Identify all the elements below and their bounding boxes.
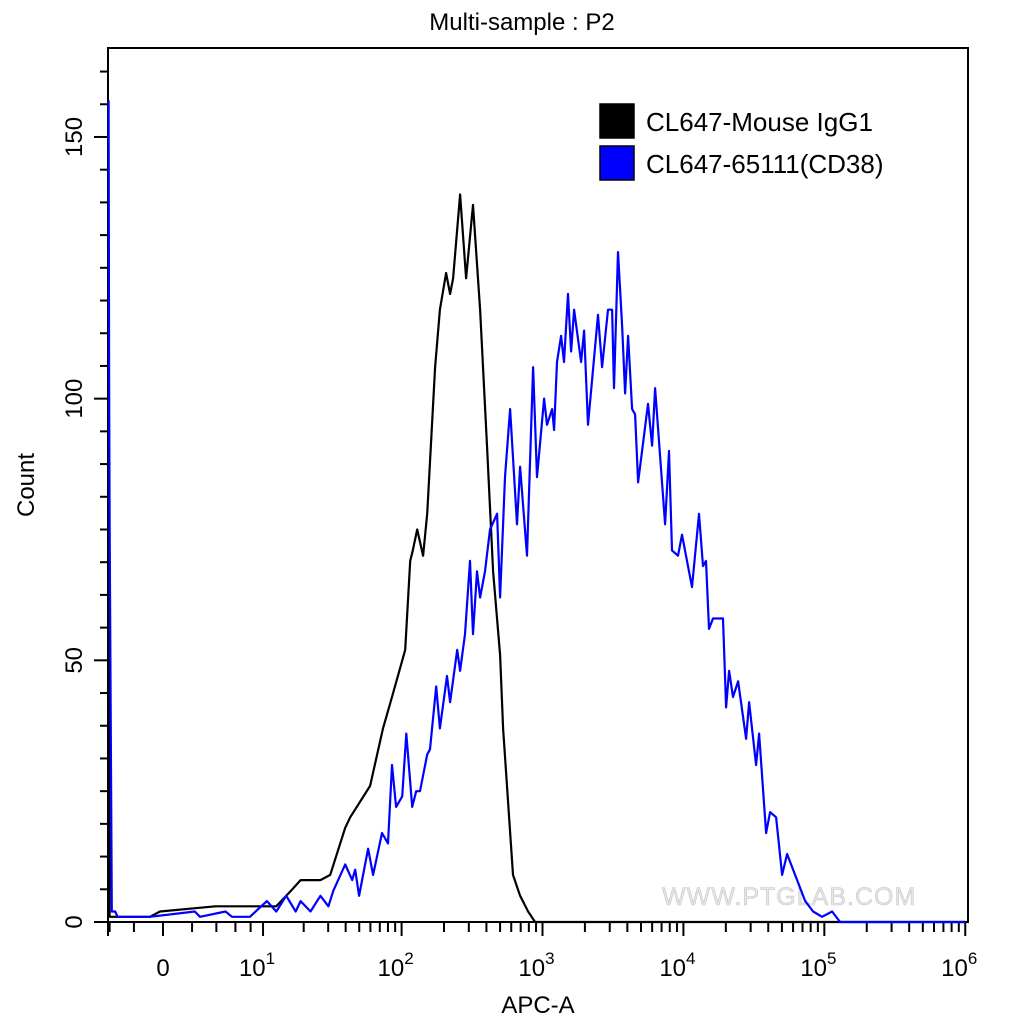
legend-swatch — [599, 103, 635, 139]
x-tick-exponent: 2 — [404, 949, 413, 968]
x-axis-label: APC-A — [501, 992, 574, 1019]
series-layer — [107, 100, 966, 924]
legend-swatch — [599, 145, 635, 181]
x-tick-exponent: 1 — [266, 949, 275, 968]
series-line-isotype — [107, 193, 966, 924]
y-tick-label: 0 — [61, 915, 88, 928]
plot-border — [107, 47, 969, 923]
x-tick-label: 105 — [800, 949, 836, 982]
y-axis: 0 50 100 150 — [61, 70, 108, 929]
x-tick-exponent: 4 — [686, 949, 695, 968]
x-tick-label: 101 — [239, 949, 275, 982]
y-tick-label: 50 — [61, 647, 88, 674]
x-tick-exponent: 6 — [968, 949, 977, 968]
series-line-cd38 — [107, 100, 966, 924]
x-tick-base: 10 — [941, 955, 968, 982]
watermark: WWW.PTGLAB.COM — [662, 883, 916, 911]
x-axis: 0 101 102 103 104 105 106 — [107, 922, 977, 982]
x-tick-label: 102 — [378, 949, 414, 982]
x-tick-label: 0 — [156, 955, 169, 982]
x-tick-label: 103 — [518, 949, 554, 982]
legend-label: CL647-Mouse IgG1 — [646, 107, 873, 137]
legend: CL647-Mouse IgG1 CL647-65111(CD38) — [599, 103, 884, 181]
y-tick-label: 100 — [61, 379, 88, 419]
x-tick-base: 0 — [156, 955, 169, 982]
x-tick-exponent: 3 — [545, 949, 554, 968]
chart-title: Multi-sample : P2 — [429, 9, 614, 36]
plot-frame — [107, 47, 969, 923]
x-tick-base: 10 — [378, 955, 405, 982]
x-tick-base: 10 — [518, 955, 545, 982]
x-tick-base: 10 — [659, 955, 686, 982]
x-tick-base: 10 — [800, 955, 827, 982]
y-tick-label: 150 — [61, 117, 88, 157]
x-tick-exponent: 5 — [827, 949, 836, 968]
x-tick-label: 104 — [659, 949, 695, 982]
legend-label: CL647-65111(CD38) — [646, 149, 884, 179]
x-tick-label: 106 — [941, 949, 977, 982]
x-tick-base: 10 — [239, 955, 266, 982]
y-axis-label: Count — [13, 453, 40, 517]
